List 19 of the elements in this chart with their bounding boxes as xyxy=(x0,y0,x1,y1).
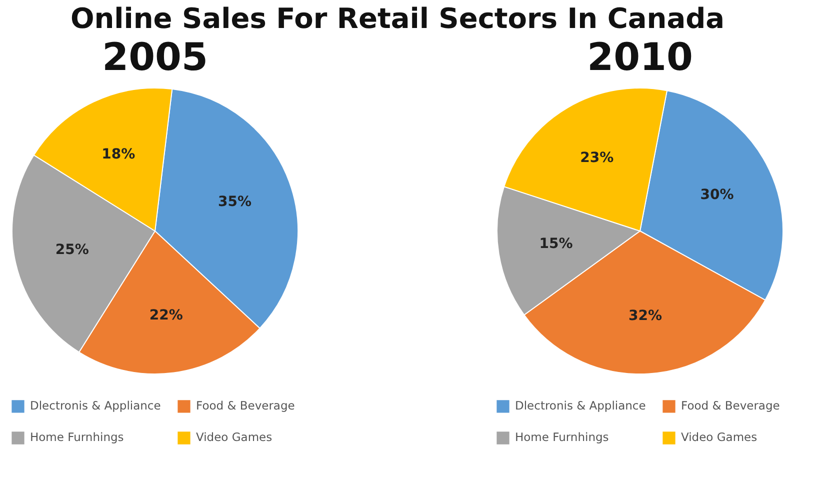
data-label: 35% xyxy=(218,194,252,210)
data-label: 22% xyxy=(149,307,183,324)
legend-label: Home Furnhings xyxy=(30,430,124,444)
data-label: 15% xyxy=(539,236,573,252)
legend-label: Home Furnhings xyxy=(515,430,609,444)
legend-label: Food & Beverage xyxy=(681,398,780,412)
chart-title: 2010 xyxy=(587,35,693,79)
text: Online Sales For Retail Sectors In Canada xyxy=(70,2,725,35)
legend-label: Dlectronis & Appliance xyxy=(515,398,646,412)
data-label: 25% xyxy=(55,242,89,258)
legend-label: Food & Beverage xyxy=(196,398,295,412)
data-label: 23% xyxy=(580,150,614,166)
data-label: 30% xyxy=(700,186,734,203)
data-label: 32% xyxy=(628,308,662,324)
legend-label: Dlectronis & Appliance xyxy=(30,398,161,412)
data-label: 18% xyxy=(102,146,136,162)
legend-label: Video Games xyxy=(681,430,758,444)
legend-label: Video Games xyxy=(196,430,272,444)
chart-title: 2005 xyxy=(102,35,208,79)
